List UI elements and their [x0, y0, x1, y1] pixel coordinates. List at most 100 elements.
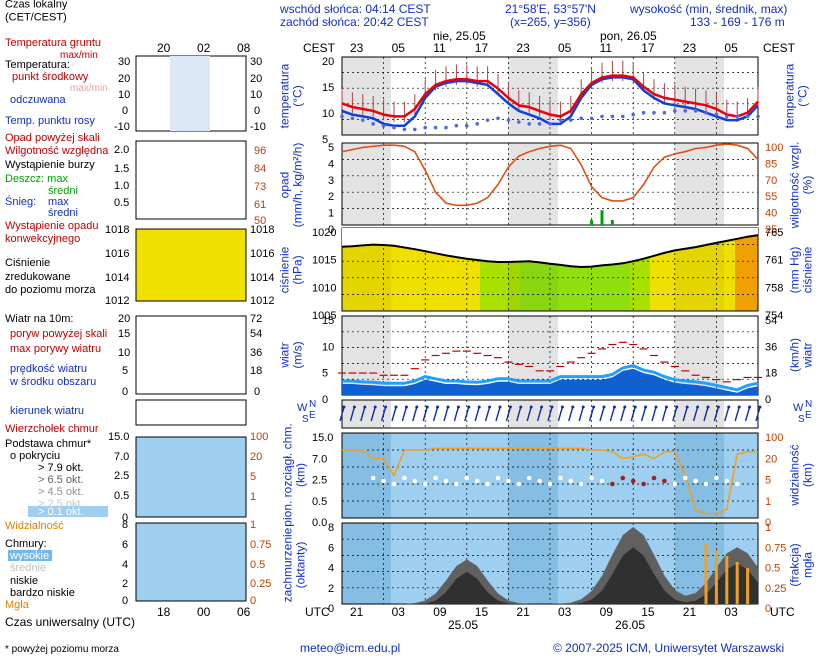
wind-dir-arrow-16 — [505, 406, 512, 422]
wind-dir-arrow-22 — [568, 406, 574, 422]
wind-dir-arrow-32 — [672, 406, 678, 422]
wind-dir-head-40 — [758, 405, 762, 409]
temp-dew-point-1 — [350, 116, 355, 121]
legend-opad-panel — [135, 140, 247, 220]
temp-dew-point-29 — [641, 110, 646, 115]
legend-snieg-sredni: średni — [48, 207, 78, 219]
wilg_ticks-label-2: 70 — [765, 175, 777, 187]
wind-dir-head-33 — [685, 405, 689, 409]
cloud-base-dot-29 — [641, 481, 646, 487]
temp-axis-label-right: temperatura(°C) — [783, 63, 810, 128]
fog-bar-36 — [714, 550, 718, 604]
wind-dir-arrow-38 — [734, 406, 740, 422]
legend-opad-tick-1: 1.5 — [114, 163, 129, 175]
cloud-base-dot-25 — [599, 478, 605, 484]
legend-chm-tick-1: 7.0 — [114, 451, 129, 463]
visibility-line — [342, 447, 758, 515]
legend-sredni: średni — [48, 185, 78, 197]
cloud-night-2 — [675, 433, 724, 518]
legend-wierzcholek: Wierzchołek chmur — [5, 423, 99, 435]
legend-wysokie-bg — [8, 550, 52, 561]
wind-dir-head-31 — [664, 405, 668, 409]
legend-wind-panel — [135, 315, 247, 395]
legend-cisn-tick-r1: 1016 — [250, 248, 274, 260]
okt_ticks-label-1: 6 — [328, 542, 334, 554]
legend-kmh-tick-2: 36 — [250, 347, 262, 359]
wind-dir-head-8 — [425, 405, 429, 409]
wind-dir-head-9 — [436, 405, 440, 409]
legend-opad-tick-0: 2.0 — [114, 144, 129, 156]
precip-bar-26 — [610, 220, 614, 225]
cloud-cover-verylow — [342, 547, 758, 604]
legend-widzialnosc: Widzialność — [5, 520, 64, 532]
opad-night-0 — [342, 143, 391, 225]
wind-dir-arrow-10 — [443, 406, 449, 422]
header: wschód słońca: 04:14 CEST zachód słońca:… — [279, 2, 796, 55]
wind-night-1 — [508, 316, 558, 395]
legend-cisn-tick-r3: 1012 — [250, 295, 274, 307]
cloud-base-dot-28 — [630, 478, 636, 484]
wind-dir-arrow-35 — [703, 406, 709, 422]
wind-dir-arrow-11 — [453, 406, 460, 422]
cloud-base-dot-14 — [485, 481, 490, 487]
compass-n-left: N — [309, 399, 316, 410]
cloud-base-dot-10 — [443, 478, 449, 484]
wind-dir-head-1 — [352, 405, 356, 409]
wind-dir-arrow-9 — [432, 406, 439, 422]
cloud-base-dot-20 — [547, 481, 553, 487]
legend-temp-tick-r3: 0 — [254, 105, 260, 117]
bottom-hours: 21 03 09 15 21 03 09 15 21 03 — [350, 605, 738, 619]
legend-footnote: * powyżej poziomu morza — [5, 644, 119, 655]
temp-dew-point-12 — [465, 123, 469, 128]
mmhg_ticks-label-3: 754 — [765, 310, 783, 322]
wilg_ticks-label-3: 55 — [765, 191, 777, 203]
legend-okt-tick-0: 8 — [122, 519, 128, 531]
okt-night-0 — [342, 523, 391, 604]
height-values: 133 - 169 - 176 m — [690, 15, 785, 29]
opad_ticks-label-4: 1 — [328, 208, 334, 220]
cisn-orange-band — [735, 228, 758, 311]
cloud-base-dot-5 — [391, 481, 397, 487]
temp-dew-point-37 — [725, 114, 729, 119]
wind-dir-head-35 — [706, 405, 710, 409]
wind-dir-arrow-15 — [495, 406, 501, 422]
cisn_ticks-label-2: 1010 — [312, 282, 336, 294]
legend-okt-tick-4: 0 — [122, 595, 128, 607]
cloud-base-dot-38 — [734, 481, 740, 487]
legend-frac-tick-0: 1 — [250, 519, 256, 531]
bottom-hour-9: 03 — [724, 605, 738, 619]
mmhg_ticks-label-1: 761 — [765, 255, 783, 267]
legend-temp-tick-4: -10 — [114, 121, 130, 133]
temp_ticks-label-2: 10 — [322, 108, 334, 120]
wind-dir-arrow-14 — [484, 406, 491, 422]
legend-konwekcyjnego: konwekcyjnego — [5, 233, 80, 245]
legend-w-srodku: w środku obszaru — [9, 376, 96, 388]
footer-copyright: © 2007-2025 ICM, Uniwersytet Warszawski — [553, 641, 784, 655]
precip-bar-24 — [590, 220, 594, 225]
cloud-base-dot-11 — [454, 481, 459, 487]
legend-wilg-tick-3: 61 — [254, 199, 266, 211]
legend-chm-tick-3: 0.5 — [114, 490, 129, 502]
widz_ticks-label-3: 1 — [765, 496, 771, 508]
wind-dir-head-28 — [633, 405, 637, 409]
legend-time-title: Czas lokalny (CET/CEST) — [5, 0, 68, 24]
wilg_ticks-label-4: 40 — [765, 208, 777, 220]
cisn_ticks-label-1: 1015 — [312, 255, 336, 267]
compass-s-left: S — [302, 414, 309, 425]
main-panels: 2015105543210100857055402510201015101010… — [312, 56, 786, 615]
top-hour-1: 05 — [392, 41, 406, 55]
wind-dir-head-17 — [519, 405, 523, 409]
cloud-base-dot-21 — [558, 475, 563, 481]
wind-dir-head-34 — [696, 405, 700, 409]
wind-dir-arrow-19 — [536, 406, 543, 422]
footer-email[interactable]: meteo@icm.edu.pl — [300, 641, 400, 655]
wind-dir-arrow-7 — [412, 406, 418, 422]
cloud-base-dot-4 — [381, 478, 386, 484]
wind-dir-head-10 — [446, 405, 450, 409]
wilg_ticks-label-0: 100 — [765, 142, 783, 154]
temp-night-0 — [342, 57, 391, 135]
cloud-base-dot-37 — [724, 478, 730, 484]
kmh_ticks-label-2: 18 — [765, 368, 777, 380]
opad-night-1 — [508, 143, 558, 225]
wind-dir-head-2 — [363, 405, 367, 409]
